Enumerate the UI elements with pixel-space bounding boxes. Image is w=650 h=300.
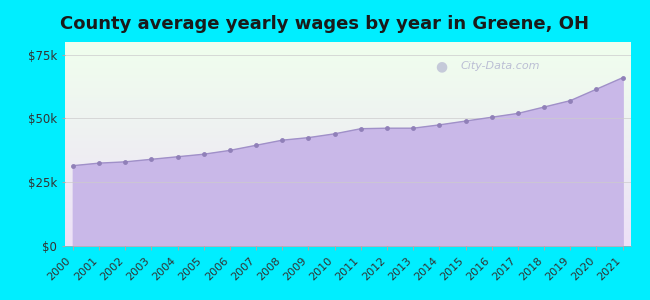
Text: ●: ● xyxy=(436,59,448,74)
Text: City-Data.com: City-Data.com xyxy=(461,61,540,71)
Text: County average yearly wages by year in Greene, OH: County average yearly wages by year in G… xyxy=(60,15,590,33)
